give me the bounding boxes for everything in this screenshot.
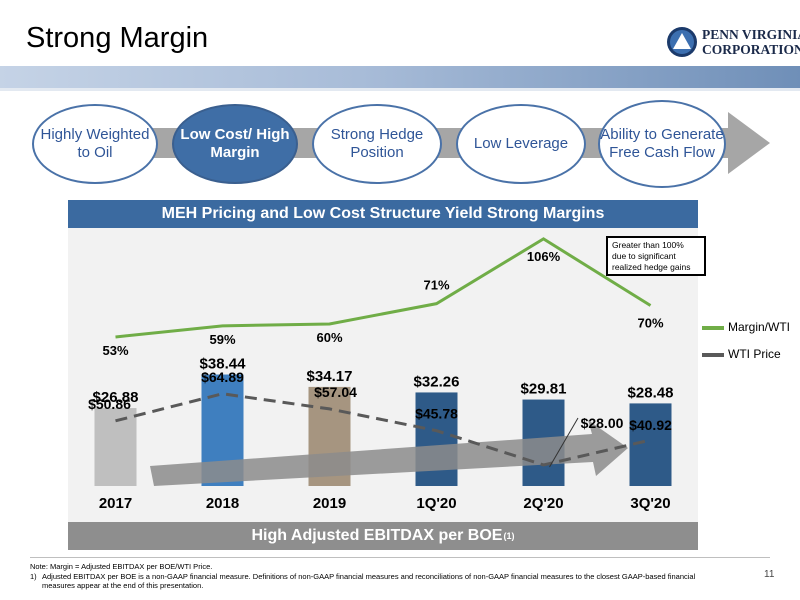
pillar-low-leverage: Low Leverage xyxy=(456,104,586,184)
wti-label-5: $40.92 xyxy=(629,417,672,433)
pillar-free-cash-flow: Ability to Generate Free Cash Flow xyxy=(598,100,726,188)
footer-rule xyxy=(30,557,770,558)
bar-5 xyxy=(629,403,672,486)
legend-margin-swatch xyxy=(702,326,724,330)
wti-price-line xyxy=(115,392,651,467)
header-band xyxy=(0,66,800,88)
bar-1 xyxy=(201,374,244,486)
plot-background xyxy=(68,228,698,522)
page-number: 11 xyxy=(764,569,775,580)
bar-label-3: $32.26 xyxy=(414,373,460,390)
footnote-1-text: Adjusted EBITDAX per BOE is a non-GAAP f… xyxy=(42,571,696,591)
legend-margin-label: Margin/WTI xyxy=(728,320,791,334)
wti-label-connector xyxy=(549,417,579,468)
wti-label-1: $64.89 xyxy=(201,369,244,385)
category-label-5: 3Q'20 xyxy=(630,495,670,512)
trend-arrow xyxy=(150,420,628,486)
category-label-4: 2Q'20 xyxy=(523,495,563,512)
wti-label-4: $28.00 xyxy=(581,415,624,431)
margin-label-0: 53% xyxy=(102,343,128,358)
page-title: Strong Margin xyxy=(26,22,209,54)
footnote-1-number: 1) xyxy=(30,571,37,581)
company-logo: PENN VIRGINIA CORPORATION xyxy=(666,24,800,60)
bar-label-1: $38.44 xyxy=(200,356,247,373)
margin-label-2: 60% xyxy=(316,330,342,345)
wti-label-2: $57.04 xyxy=(314,384,357,400)
category-label-3: 1Q'20 xyxy=(416,495,456,512)
bar-3 xyxy=(415,392,458,486)
footnote-1: 1) Adjusted EBITDAX per BOE is a non-GAA… xyxy=(30,572,730,591)
chart-banner-bottom: High Adjusted EBITDAX per BOE (1) xyxy=(68,522,698,550)
header-band-shadow xyxy=(0,88,800,91)
banner-bottom-footnote-ref: (1) xyxy=(503,531,515,541)
chart-banner-top: MEH Pricing and Low Cost Structure Yield… xyxy=(68,200,698,228)
wti-label-3: $45.78 xyxy=(415,406,458,422)
margin-label-5: 70% xyxy=(637,316,663,331)
pillar-low-cost-high-margin: Low Cost/ High Margin xyxy=(172,104,298,184)
bar-label-2: $34.17 xyxy=(307,368,353,385)
logo-line2: CORPORATION xyxy=(702,42,800,57)
bar-label-0: $26.88 xyxy=(93,389,139,406)
category-label-1: 2018 xyxy=(206,495,239,512)
margin-label-4: 106% xyxy=(527,249,561,264)
banner-bottom-text: High Adjusted EBITDAX per BOE xyxy=(251,527,503,544)
margin-label-3: 71% xyxy=(423,278,449,293)
bar-2 xyxy=(308,386,351,486)
legend-wti-label: WTI Price xyxy=(728,347,781,361)
bar-0 xyxy=(94,408,137,486)
category-label-2: 2019 xyxy=(313,495,346,512)
legend-wti-swatch xyxy=(702,353,724,357)
wti-label-0: $50.86 xyxy=(88,396,131,412)
pillar-strong-hedge-position: Strong Hedge Position xyxy=(312,104,442,184)
logo-icon xyxy=(667,27,697,57)
footnotes: Note: Margin = Adjusted EBITDAX per BOE/… xyxy=(30,562,730,591)
margin-label-1: 59% xyxy=(209,332,235,347)
logo-line1: PENN VIRGINIA xyxy=(702,27,800,42)
category-label-0: 2017 xyxy=(99,495,132,512)
pillar-weighted-to-oil: Highly Weighted to Oil xyxy=(32,104,158,184)
bar-label-5: $28.48 xyxy=(628,384,674,401)
bar-label-4: $29.81 xyxy=(521,381,567,398)
hedge-note-box: Greater than 100% due to significant rea… xyxy=(606,236,706,276)
bar-4 xyxy=(522,399,565,486)
margin-line xyxy=(115,237,652,339)
footnote-note: Note: Margin = Adjusted EBITDAX per BOE/… xyxy=(30,562,213,571)
